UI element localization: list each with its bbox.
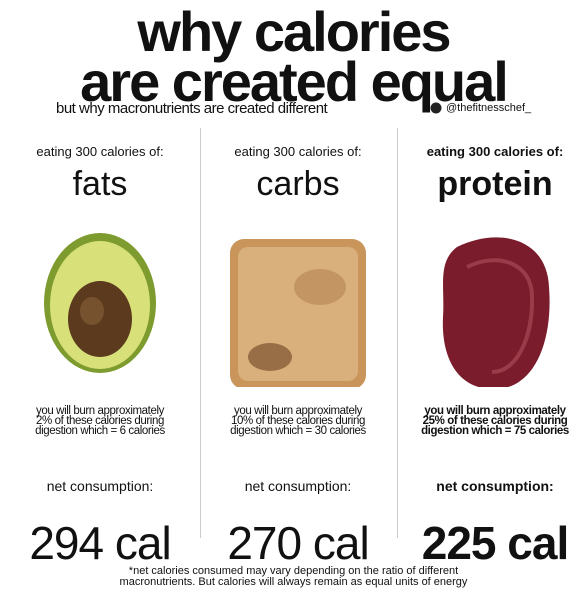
footnote: *net calories consumed may vary dependin… (0, 566, 587, 588)
macro: protein (437, 165, 553, 203)
line: digestion which = 6 calories (35, 425, 165, 437)
line: digestion which = 30 calories (230, 425, 366, 437)
burn-text: you will burn approximately 25% of these … (397, 405, 587, 438)
line: 10% of these calories during (231, 415, 365, 427)
burn-text: you will burn approximately 2% of these c… (2, 405, 198, 438)
title-line: are created equal (80, 50, 509, 113)
line: you will burn approximately (234, 405, 362, 417)
column: eating 300 calories of: carbs you will b… (200, 140, 396, 570)
line: *net calories consumed may vary dependin… (128, 565, 459, 577)
intro: eating 300 calories of: (426, 144, 564, 159)
divider (397, 128, 398, 538)
net-label: net consumption: (436, 478, 554, 494)
divider (200, 128, 201, 538)
line: you will burn approximately (36, 405, 164, 417)
line: macronutrients. But calories will always… (119, 576, 468, 588)
net-label: net consumption: (244, 478, 352, 494)
handle: @thefitnesschef_ (446, 102, 532, 114)
steak (442, 237, 550, 390)
line: digestion which = 75 calories (421, 425, 569, 437)
net-value: 294 cal (29, 517, 171, 569)
burn-text: you will burn approximately 10% of these … (200, 405, 396, 438)
toast (230, 239, 366, 389)
net-value: 225 cal (421, 517, 569, 569)
macro: carbs (256, 165, 340, 203)
line: 2% of these calories during (36, 415, 164, 427)
title-line: why calories (137, 0, 451, 63)
avocado (44, 233, 156, 373)
column: eating 300 calories of: protein you will… (397, 140, 587, 570)
intro: eating 300 calories of: (36, 144, 164, 159)
handle-icon (430, 102, 442, 114)
column: eating 300 calories of: fats you will bu… (2, 140, 198, 570)
line: you will burn approximately (424, 405, 566, 417)
line: 25% of these calories during (422, 415, 568, 427)
intro: eating 300 calories of: (234, 144, 362, 159)
net-label: net consumption: (46, 478, 154, 494)
net-value: 270 cal (227, 517, 369, 569)
subtitle: but why macronutrients are created diffe… (56, 100, 328, 117)
macro: fats (72, 165, 128, 203)
